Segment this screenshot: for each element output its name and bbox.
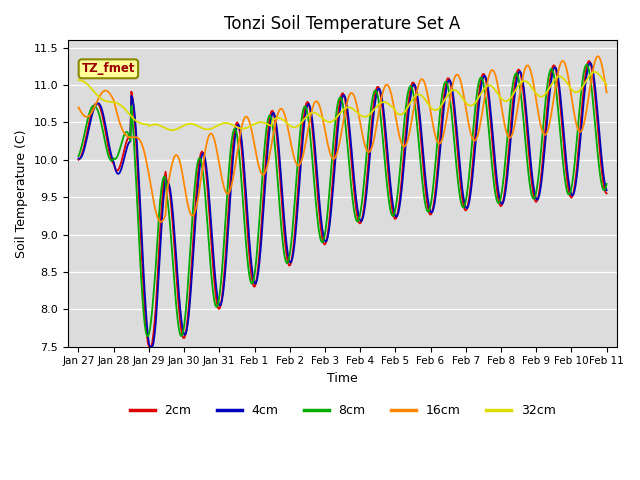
Legend: 2cm, 4cm, 8cm, 16cm, 32cm: 2cm, 4cm, 8cm, 16cm, 32cm [125, 399, 561, 422]
8cm [464, 185, 472, 191]
8cm [75, 153, 83, 159]
Line: 32cm: 32cm [79, 72, 607, 130]
16cm [240, 117, 248, 122]
4cm [240, 161, 248, 167]
32cm [240, 126, 248, 132]
Line: 4cm: 4cm [79, 63, 607, 347]
32cm [603, 82, 611, 87]
32cm [371, 106, 379, 111]
16cm [397, 137, 404, 143]
8cm [583, 62, 591, 68]
2cm [397, 190, 404, 195]
2cm [556, 91, 563, 96]
Line: 8cm: 8cm [79, 65, 607, 336]
2cm [464, 204, 472, 209]
4cm [464, 204, 472, 210]
16cm [594, 53, 602, 59]
Text: TZ_fmet: TZ_fmet [82, 62, 135, 75]
8cm [556, 119, 563, 124]
2cm [240, 175, 248, 180]
2cm [75, 157, 83, 163]
X-axis label: Time: Time [327, 372, 358, 385]
2cm [603, 191, 611, 196]
32cm [75, 77, 83, 83]
8cm [144, 334, 152, 339]
Title: Tonzi Soil Temperature Set A: Tonzi Soil Temperature Set A [225, 15, 461, 33]
2cm [371, 92, 379, 97]
8cm [371, 87, 379, 93]
16cm [75, 105, 83, 110]
32cm [397, 112, 404, 118]
32cm [464, 102, 472, 108]
16cm [464, 116, 472, 121]
16cm [556, 65, 563, 71]
2cm [585, 58, 593, 64]
32cm [298, 119, 306, 125]
32cm [168, 127, 176, 133]
4cm [556, 83, 563, 88]
4cm [147, 344, 154, 349]
8cm [240, 211, 248, 217]
32cm [556, 73, 563, 79]
Y-axis label: Soil Temperature (C): Soil Temperature (C) [15, 129, 28, 258]
16cm [298, 156, 306, 161]
32cm [591, 69, 598, 75]
8cm [397, 163, 404, 168]
Line: 16cm: 16cm [79, 56, 607, 222]
8cm [603, 181, 611, 187]
16cm [371, 131, 379, 137]
16cm [603, 90, 611, 96]
2cm [145, 344, 153, 349]
4cm [298, 143, 306, 148]
4cm [603, 187, 611, 193]
4cm [371, 100, 379, 106]
4cm [75, 156, 83, 161]
8cm [298, 112, 306, 118]
4cm [397, 197, 404, 203]
4cm [586, 60, 594, 66]
Line: 2cm: 2cm [79, 61, 607, 347]
16cm [157, 219, 165, 225]
2cm [298, 130, 306, 135]
